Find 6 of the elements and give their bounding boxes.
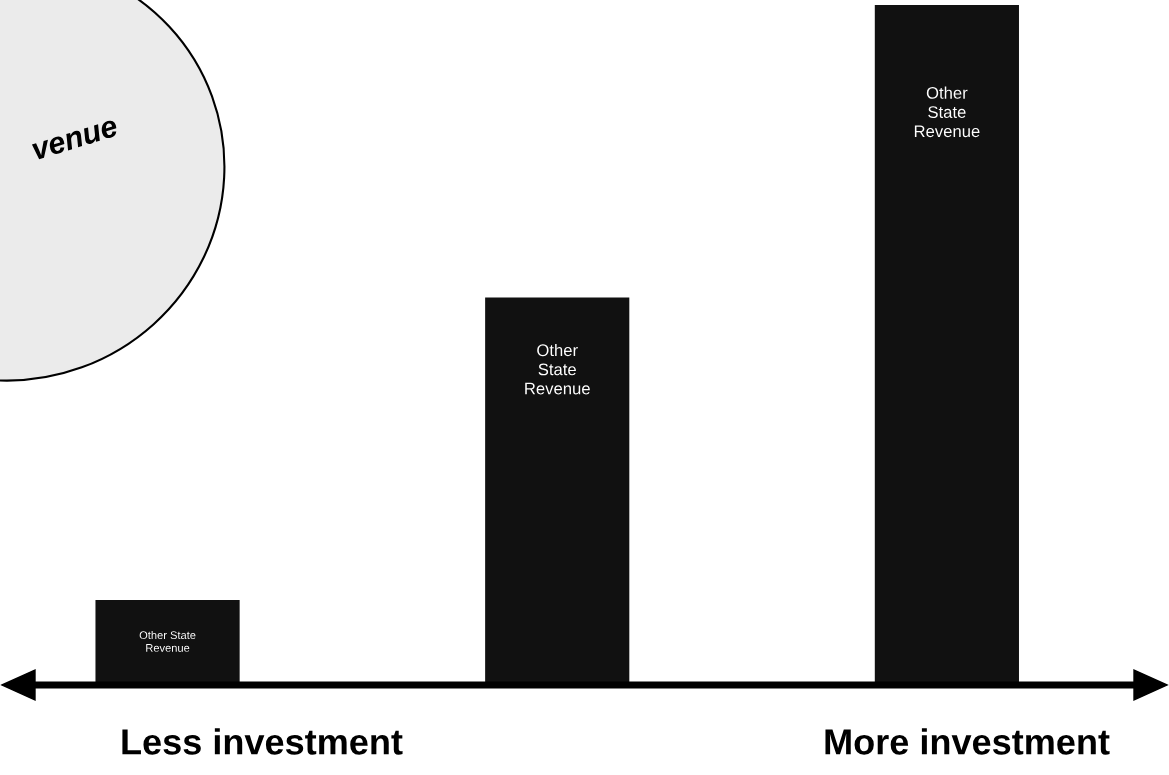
text: More investment [825, 728, 1110, 755]
series-label: Other State Revenue [139, 630, 196, 652]
text: Other State Revenue [525, 343, 590, 395]
text: Less investment [122, 728, 403, 755]
annotation: venue [31, 119, 119, 161]
text: Other State Revenue [914, 86, 980, 138]
